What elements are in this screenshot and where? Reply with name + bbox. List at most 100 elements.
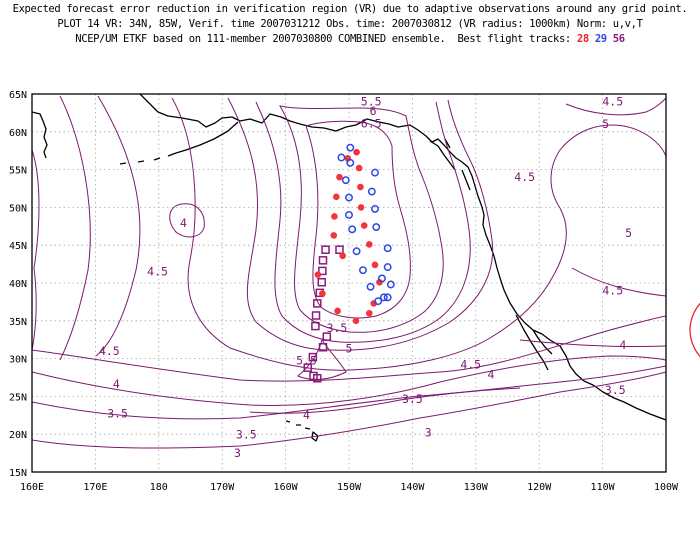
track-56-square bbox=[321, 245, 330, 254]
track-28-dot bbox=[314, 271, 322, 278]
contour-label: 4.5 bbox=[602, 94, 623, 108]
contour-label: 4.5 bbox=[99, 344, 120, 358]
contour-right-4 bbox=[519, 339, 666, 348]
contour-right-4.5-upper bbox=[565, 97, 666, 116]
track-28-dot bbox=[357, 183, 364, 191]
plot-frame bbox=[31, 93, 667, 473]
track-56-square bbox=[303, 363, 313, 372]
lon-tick-label: 100W bbox=[654, 482, 679, 493]
track-28-dot bbox=[365, 241, 373, 248]
contour-3-left bbox=[32, 417, 421, 449]
track-29-label: 29 bbox=[594, 33, 607, 45]
contour-6-outer bbox=[279, 105, 444, 333]
track-29-circle bbox=[379, 293, 388, 302]
track-28-dot bbox=[336, 173, 343, 181]
contour-3.5 bbox=[32, 365, 666, 420]
contour-5-outer bbox=[227, 97, 494, 351]
track-28-dot bbox=[334, 307, 341, 315]
lon-tick-label: 120W bbox=[527, 482, 552, 493]
lat-tick-label: 30N bbox=[9, 355, 27, 366]
flight-track-56 bbox=[303, 245, 344, 383]
lon-tick-label: 170W bbox=[210, 482, 235, 493]
track-56-square bbox=[308, 352, 318, 362]
track-29-circle bbox=[372, 223, 381, 232]
coastlines bbox=[32, 94, 666, 442]
baja-california bbox=[515, 314, 549, 371]
contour-labels: 5.566.5 4.5 5 4.5 4 5 4.5 4.5 4 4.5 4.5 4 4 3.5 3.5 3.5… bbox=[99, 94, 632, 460]
lon-tick-label: 160E bbox=[20, 482, 44, 493]
track-28-dot bbox=[371, 261, 379, 269]
lat-lon-grid bbox=[32, 94, 666, 472]
contour-label: 3 bbox=[234, 446, 241, 460]
track-29-circle bbox=[378, 274, 386, 283]
track-29-circle bbox=[386, 280, 395, 289]
track-28-dot bbox=[355, 164, 363, 172]
contour-label: 3.5 bbox=[605, 383, 626, 397]
lon-tick-label: 110W bbox=[591, 482, 616, 493]
lat-tick-label: 60N bbox=[9, 128, 27, 139]
error-reduction-contours bbox=[32, 95, 666, 449]
contour-right-5 bbox=[550, 124, 666, 209]
lat-tick-label: 40N bbox=[9, 279, 27, 290]
lat-tick-label: 20N bbox=[9, 430, 27, 441]
lat-tick-label: 15N bbox=[9, 468, 27, 479]
track-29-circle bbox=[348, 225, 357, 234]
contour-label: 3 bbox=[425, 425, 432, 439]
track-56-square bbox=[311, 321, 320, 331]
contour-label: 4 bbox=[488, 367, 495, 381]
flight-track-29 bbox=[337, 143, 395, 306]
track-29-circle bbox=[383, 263, 392, 272]
title-line-3-text: NCEP/UM ETKF based on 111-member 2007030… bbox=[75, 33, 571, 45]
contour-label: 4.5 bbox=[147, 264, 168, 278]
contour-4.5-west bbox=[95, 95, 141, 357]
verification-region-circle bbox=[689, 302, 700, 358]
contour-label: 5 bbox=[346, 342, 353, 356]
hawaii-islands bbox=[285, 420, 319, 442]
track-56-square bbox=[313, 299, 322, 308]
contour-3.5-west-edge bbox=[32, 149, 40, 351]
aleutian-islands bbox=[119, 152, 177, 165]
contour-label: 4.5 bbox=[514, 170, 535, 184]
track-56-square bbox=[318, 343, 328, 352]
track-28-dot bbox=[353, 148, 360, 156]
contour-label: 4.5 bbox=[602, 283, 623, 297]
track-29-circle bbox=[358, 266, 367, 275]
track-56-square bbox=[318, 256, 328, 265]
lat-tick-label: 35N bbox=[9, 317, 27, 328]
contour-label: 3.5 bbox=[327, 321, 348, 335]
contour-4.5-south bbox=[32, 315, 666, 382]
contour-5.5-outer bbox=[255, 101, 471, 343]
contour-3-right bbox=[419, 371, 666, 419]
track-28-dot bbox=[360, 222, 368, 229]
contour-label: 6 bbox=[370, 104, 377, 118]
track-29-circle bbox=[366, 282, 375, 291]
track-29-circle bbox=[352, 247, 361, 256]
track-29-circle bbox=[371, 204, 379, 213]
contour-label: 4 bbox=[180, 216, 187, 230]
contour-label: 3.5 bbox=[107, 407, 128, 421]
track-56-label: 56 bbox=[612, 33, 625, 45]
track-28-dot bbox=[333, 193, 340, 201]
track-29-circle bbox=[383, 244, 392, 253]
lat-tick-label: 65N bbox=[9, 90, 27, 101]
track-56-square bbox=[313, 374, 322, 383]
contour-4.5-center bbox=[171, 97, 567, 371]
title-line-1: Expected forecast error reduction in ver… bbox=[12, 3, 688, 15]
track-29-circle bbox=[346, 143, 355, 152]
track-29-circle bbox=[346, 158, 355, 167]
track-29-circle bbox=[341, 176, 350, 185]
lon-tick-label: 170E bbox=[83, 482, 107, 493]
lon-tick-label: 160W bbox=[274, 482, 299, 493]
lon-tick-label: 150W bbox=[337, 482, 362, 493]
latitude-tick-labels: 15N 20N 25N 30N 35N 40N 45N 50N 55N 60N 65N bbox=[9, 90, 27, 479]
contour-6.5-inner bbox=[305, 120, 411, 319]
alaska-coast bbox=[139, 94, 666, 421]
track-28-label: 28 bbox=[576, 33, 589, 45]
contour-label: 6.5 bbox=[361, 116, 382, 130]
flight-track-28 bbox=[314, 148, 383, 325]
contour-4-west-edge bbox=[59, 95, 91, 361]
lon-tick-label: 130W bbox=[464, 482, 489, 493]
title-line-2: PLOT 14 VR: 34N, 85W, Verif. time 200703… bbox=[57, 18, 643, 30]
contour-4-south bbox=[32, 355, 666, 406]
